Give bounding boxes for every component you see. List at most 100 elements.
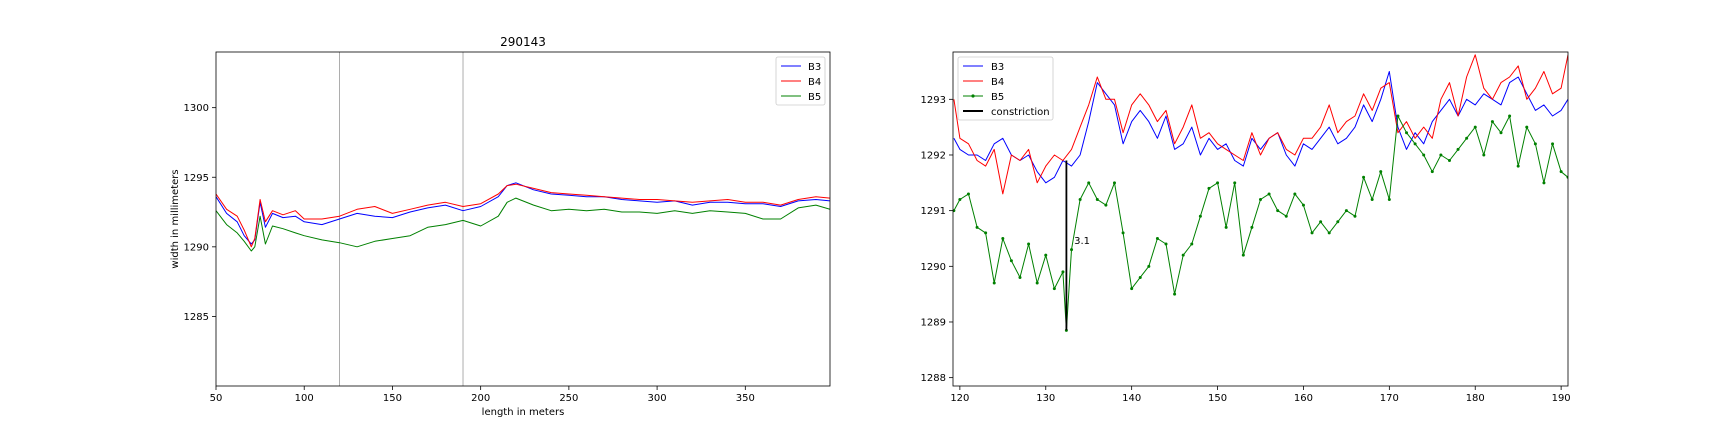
right-point-b5 [1009,259,1013,263]
left-legend-label-b5: B5 [808,92,821,103]
right-point-b5 [1190,242,1194,246]
right-point-b5 [1250,225,1254,229]
right-point-b5 [966,192,970,196]
right-point-b5 [1465,136,1469,140]
right-point-b5 [1181,253,1185,257]
right-legend-marker-b5 [971,94,975,98]
right-point-b5 [992,281,996,285]
right-x-tick-label: 140 [1122,393,1141,404]
right-legend-box [957,56,1054,121]
right-x-tick-label: 180 [1466,393,1485,404]
right-legend-label-b5: B5 [991,92,1004,103]
right-y-tick-label: 1292 [921,150,946,161]
left-legend: B3 B4 B5 [775,56,826,106]
right-point-b5 [1447,159,1451,163]
right-y-tick-label: 1291 [921,206,946,217]
left-y-ticks: 1285 1290 1295 1300 [184,103,216,323]
left-series-b4 [216,183,830,248]
right-point-b5 [1087,181,1091,185]
right-point-b5 [975,225,979,229]
right-point-b5 [1516,164,1520,168]
right-y-tick-label: 1288 [921,373,946,384]
right-point-b5 [1224,225,1228,229]
right-point-b5 [1473,125,1477,129]
right-point-b5 [1112,181,1116,185]
left-x-tick-label: 200 [471,393,490,404]
right-legend-label-constriction: constriction [991,107,1050,118]
left-series-b3 [216,182,830,245]
right-point-b5 [1104,203,1108,207]
left-x-tick-label: 100 [295,393,314,404]
right-point-b5 [1276,209,1280,213]
right-point-b5 [1430,170,1434,174]
right-point-b5 [1319,220,1323,224]
right-point-b5 [1155,236,1159,240]
right-y-tick-label: 1289 [921,317,946,328]
right-point-b5 [1301,203,1305,207]
right-point-b5 [1207,186,1211,190]
right-point-b5 [1405,131,1409,135]
right-point-b5 [1198,214,1202,218]
right-point-b5 [1147,264,1151,268]
left-x-ticks: 50 100 150 200 250 300 350 [210,386,755,404]
right-point-b5 [1233,181,1237,185]
right-point-b5 [1413,142,1417,146]
right-point-b5 [1284,214,1288,218]
right-y-tick-label: 1290 [921,262,946,273]
right-series-b5 [953,115,1568,331]
right-point-b5 [1422,153,1426,157]
right-legend: B3 B4 B5 constriction [957,56,1054,121]
left-y-tick-label: 1285 [184,312,209,323]
right-point-b5 [1138,275,1142,279]
right-y-ticks: 1288 1289 1290 1291 1292 1293 [921,95,953,384]
right-point-b5 [1370,198,1374,202]
right-x-tick-label: 150 [1208,393,1227,404]
right-point-b5 [1525,125,1529,129]
right-point-b5 [1130,287,1134,291]
right-chart: 120 130 140 150 160 170 180 190 1288 1289 1290 129… [921,51,1571,404]
right-point-b5 [1052,287,1056,291]
left-x-tick-label: 150 [383,393,402,404]
right-point-b5 [1396,114,1400,118]
left-legend-label-b3: B3 [808,62,821,73]
right-plot-frame [952,51,1569,387]
right-point-b5 [1353,214,1357,218]
right-point-b5 [1344,209,1348,213]
right-point-b5 [1035,281,1039,285]
right-point-b5 [1310,231,1314,235]
right-point-b5 [1542,181,1546,185]
right-point-b5 [1018,275,1022,279]
left-x-tick-label: 250 [559,393,578,404]
right-point-b5 [1336,220,1340,224]
right-point-b5 [1061,270,1065,274]
left-chart: 290143 50 100 150 200 250 300 350 1285 1290 1295… [170,35,831,418]
right-x-tick-label: 120 [950,393,969,404]
right-series-lines [953,54,1568,332]
left-legend-label-b4: B4 [808,77,821,88]
left-y-tick-label: 1295 [184,173,209,184]
right-point-b5 [1078,198,1082,202]
right-point-b5 [1439,153,1443,157]
right-point-b5 [1362,175,1366,179]
right-point-b5 [1070,248,1074,252]
right-series-b4 [953,54,1568,195]
right-series-b3 [953,71,1568,184]
right-point-b5 [1559,170,1563,174]
right-point-b5 [1267,192,1271,196]
left-x-axis-label: length in meters [482,407,565,418]
right-point-b5 [1379,170,1383,174]
right-x-tick-label: 170 [1380,393,1399,404]
right-point-b5 [984,231,988,235]
right-point-b5 [958,198,962,202]
left-plot-frame [215,51,831,387]
right-point-b5 [1259,198,1262,202]
right-point-b5 [1121,231,1125,235]
right-point-b5 [1027,242,1031,246]
right-point-b5 [1533,142,1537,146]
right-point-b5 [1173,292,1177,296]
left-vertical-lines [339,52,464,386]
left-y-tick-label: 1290 [184,242,209,253]
right-point-b5 [1456,147,1460,151]
right-legend-label-b4: B4 [991,77,1004,88]
